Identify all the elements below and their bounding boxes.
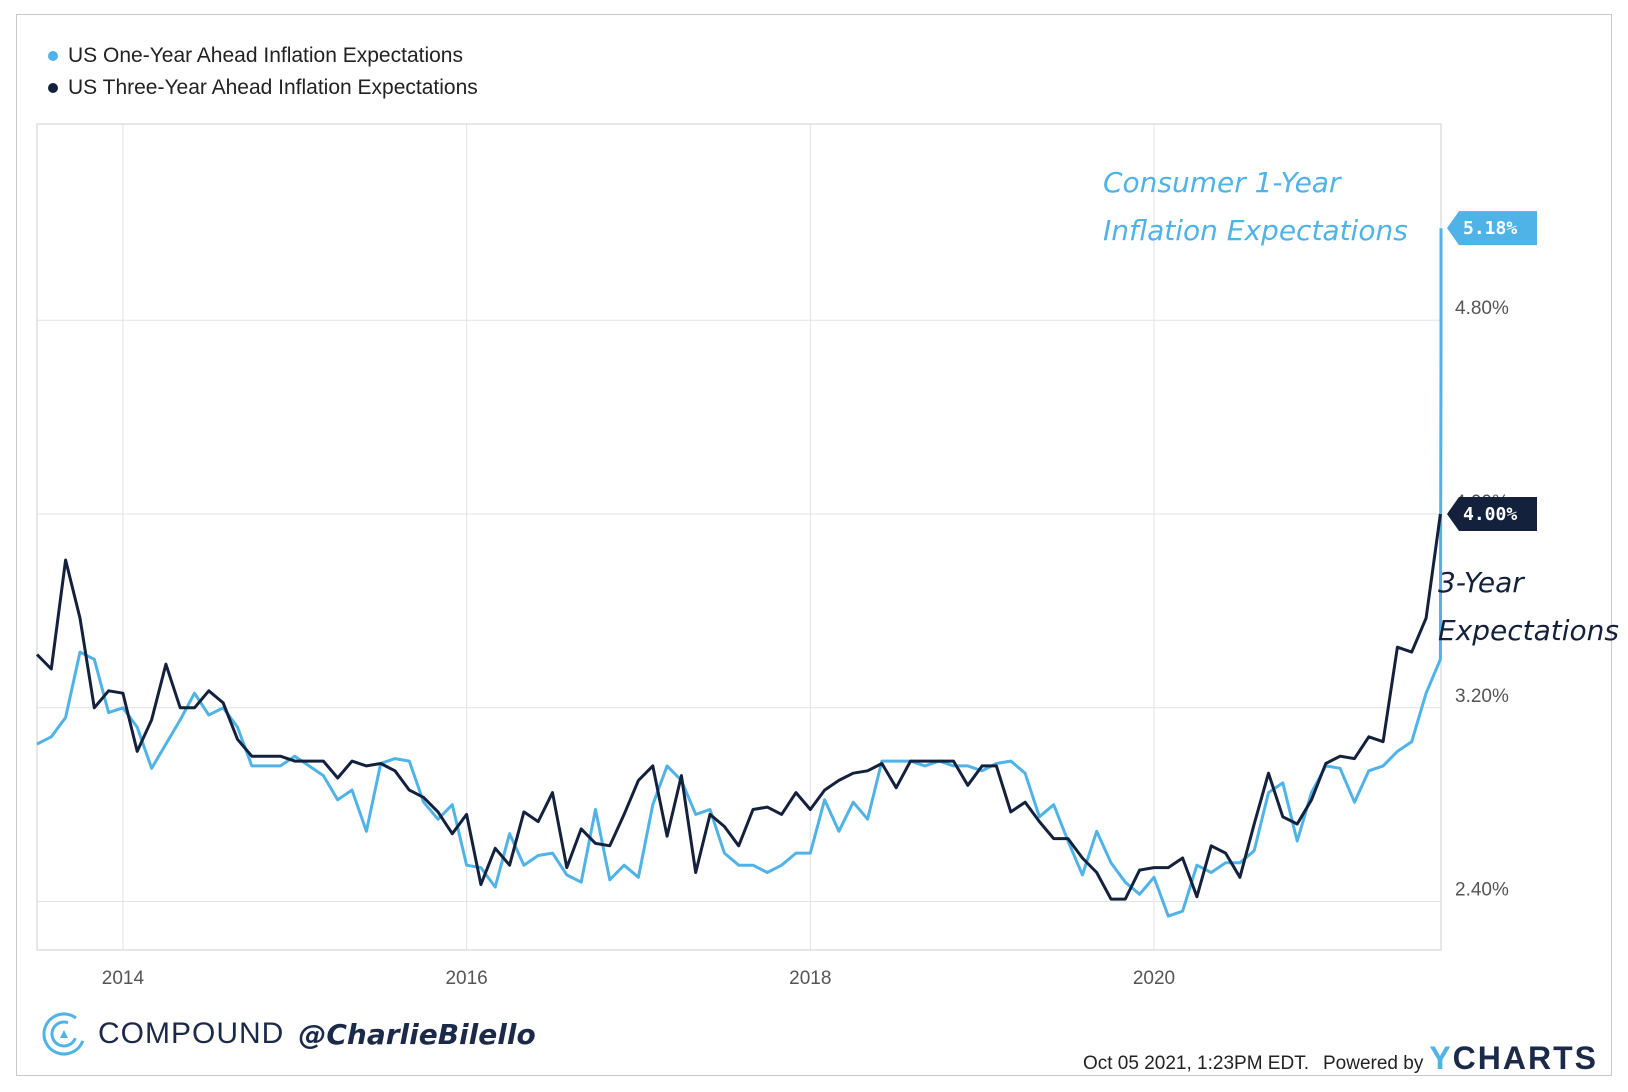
footer-powered-by: Powered by	[1322, 1053, 1424, 1074]
legend-label-one-year: US One-Year Ahead Inflation Expectations	[68, 44, 463, 67]
ycharts-logo[interactable]: YCHARTS	[1429, 1040, 1598, 1077]
y-tick-label-0: 2.40%	[1455, 880, 1509, 901]
y-tick-label-1: 3.20%	[1455, 686, 1509, 707]
y-axis-tick-labels: 2.40%3.20%4.00%4.80%	[1455, 298, 1509, 900]
y-tick-label-3: 4.80%	[1455, 298, 1509, 319]
legend-dot-three-year-icon	[48, 83, 58, 93]
legend-dot-one-year-icon	[48, 51, 58, 61]
brand: COMPOUND @CharlieBilello	[40, 1010, 536, 1058]
legend-item-three-year[interactable]: US Three-Year Ahead Inflation Expectatio…	[48, 72, 478, 104]
chart-legend: US One-Year Ahead Inflation Expectations…	[48, 40, 478, 104]
end-label-one-year-value: 5.18%	[1463, 218, 1517, 239]
grid-lines	[37, 124, 1441, 950]
footer-timestamp: Oct 05 2021, 1:23PM EDT.	[1082, 1053, 1309, 1074]
chart-frame	[16, 14, 1612, 1076]
plot-area-border	[36, 123, 1442, 951]
x-tick-label-1: 2016	[445, 968, 487, 989]
compound-logo-icon	[42, 1012, 86, 1056]
end-label-three-year: 4.00%	[1447, 496, 1537, 531]
annotation-three-year-line2: Expectations	[1438, 614, 1619, 647]
legend-label-three-year: US Three-Year Ahead Inflation Expectatio…	[68, 76, 478, 99]
brand-name: COMPOUND	[98, 1017, 285, 1050]
annotation-one-year-line2: Inflation Expectations	[1103, 214, 1408, 247]
ycharts-logo-rest: CHARTS	[1452, 1040, 1598, 1076]
end-label-one-year: 5.18%	[1447, 211, 1537, 246]
x-tick-label-2: 2018	[789, 968, 831, 989]
ycharts-logo-y: Y	[1429, 1040, 1453, 1076]
series-lines	[35, 228, 1443, 918]
series-line-one-year[interactable]	[36, 228, 1443, 918]
annotation-one-year-line1: Consumer 1-Year	[1103, 166, 1342, 199]
x-tick-label-0: 2014	[102, 968, 145, 989]
series-line-three-year[interactable]	[35, 513, 1442, 901]
annotation-three-year-line1: 3-Year	[1438, 566, 1525, 599]
end-label-three-year-value: 4.00%	[1463, 504, 1517, 525]
footer: Oct 05 2021, 1:23PM EDT. Powered by YCHA…	[1083, 1040, 1598, 1077]
end-label-one-year-tag	[1447, 211, 1537, 246]
x-tick-label-3: 2020	[1133, 968, 1175, 989]
brand-handle[interactable]: @CharlieBilello	[298, 1017, 536, 1051]
legend-item-one-year[interactable]: US One-Year Ahead Inflation Expectations	[48, 40, 478, 72]
x-axis-tick-labels: 2014 2016 2018 2020	[102, 968, 1175, 989]
end-label-three-year-tag	[1447, 496, 1537, 531]
